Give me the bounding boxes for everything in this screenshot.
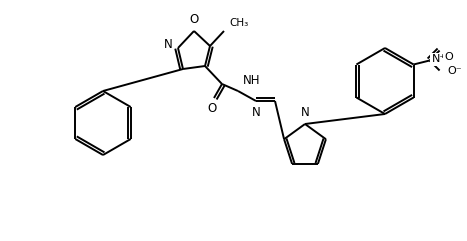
- Text: N⁺: N⁺: [432, 54, 446, 65]
- Text: O⁻: O⁻: [447, 66, 462, 75]
- Text: CH₃: CH₃: [229, 18, 248, 28]
- Text: NH: NH: [243, 74, 261, 87]
- Text: N: N: [164, 39, 173, 52]
- Text: N: N: [301, 106, 309, 119]
- Text: O: O: [190, 13, 198, 26]
- Text: N: N: [252, 106, 261, 119]
- Text: O: O: [445, 53, 453, 62]
- Text: O: O: [207, 102, 217, 115]
